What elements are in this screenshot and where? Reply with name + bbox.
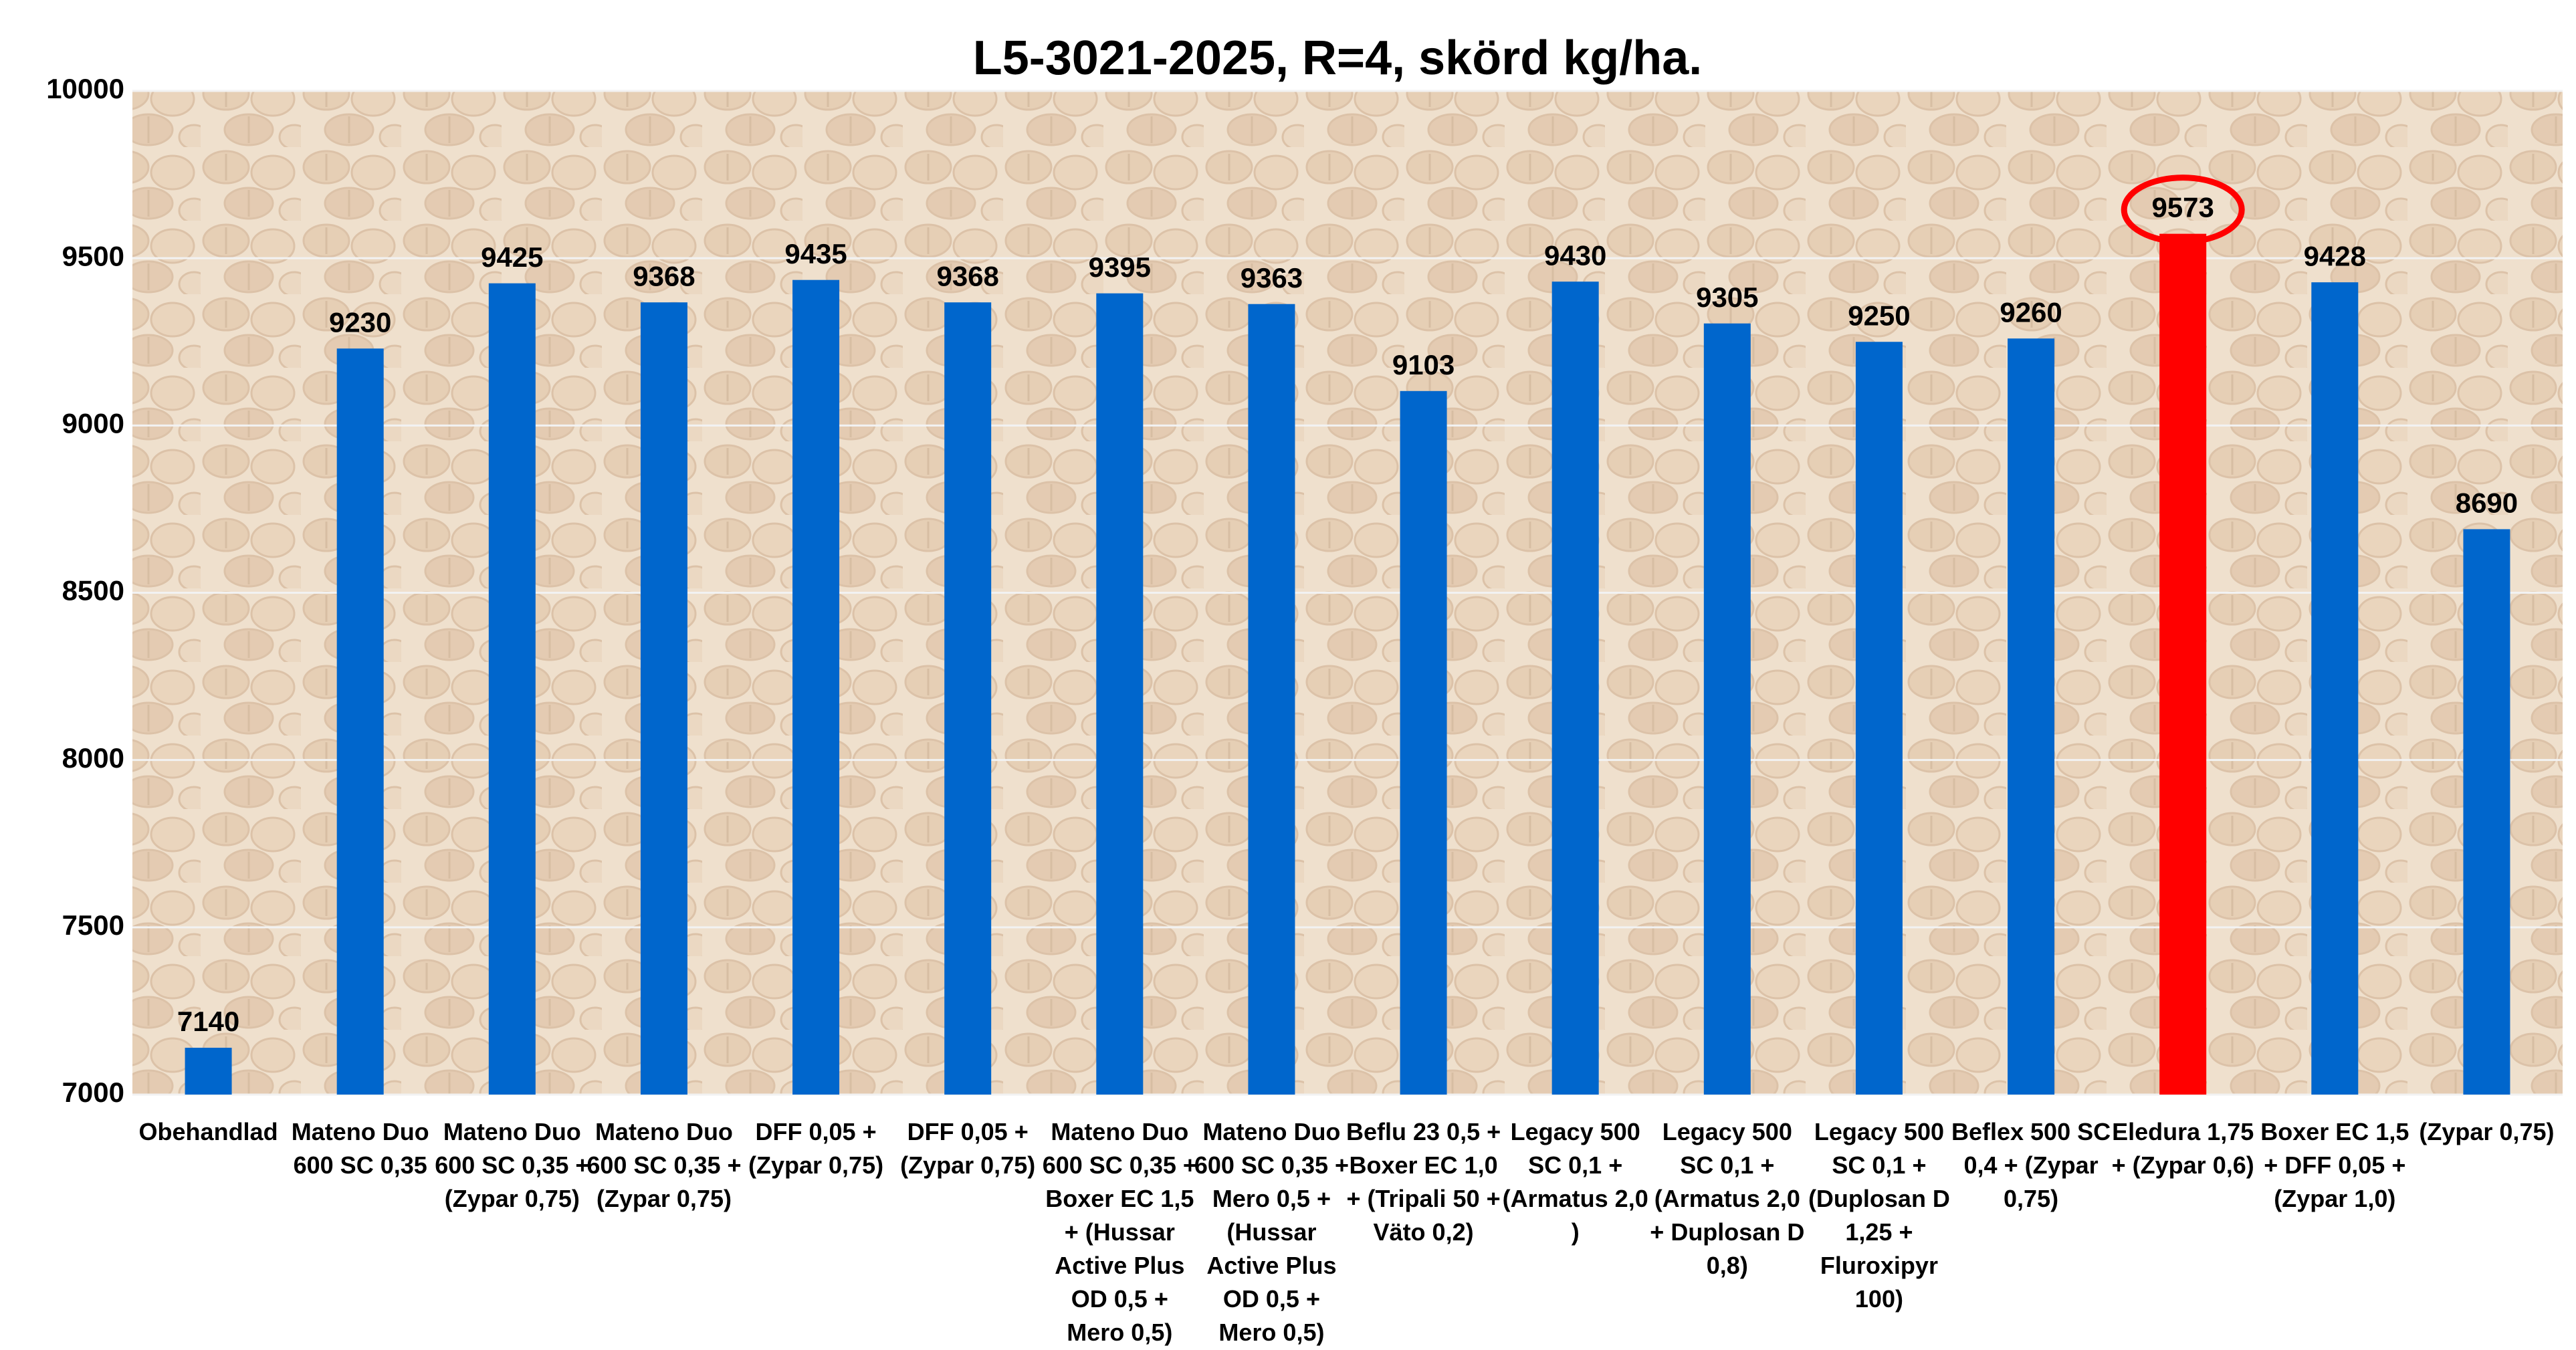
bar [792,279,840,1095]
highlight-circle [2121,175,2245,245]
x-tick-label: Beflu 23 0,5 + Boxer EC 1,0 + (Tripali 5… [1346,1118,1501,1246]
bar [1855,342,1903,1095]
x-tick-label: Obehandlad [138,1118,278,1145]
bar [2008,338,2055,1095]
value-label: 9395 [1089,251,1151,283]
chart-title: L5-3021-2025, R=4, skörd kg/ha. [973,31,1703,85]
value-label: 9430 [1544,239,1606,271]
y-tick-label: 9500 [62,240,124,271]
value-label: 9250 [1848,300,1910,331]
bar [1400,390,1447,1095]
value-label: 9428 [2304,240,2366,271]
value-label: 8690 [2456,487,2518,519]
bar [185,1047,232,1095]
bar [2311,282,2359,1095]
y-tick-label: 8500 [62,575,124,606]
bar [336,348,384,1095]
y-tick-label: 8000 [62,742,124,774]
value-label: 9260 [2000,296,2062,328]
value-label: 9368 [633,260,695,292]
y-tick-label: 7000 [62,1077,124,1108]
bar [640,302,687,1095]
value-label: 9368 [936,260,998,292]
value-label: 9230 [329,306,391,338]
value-label: 9435 [784,238,847,269]
x-tick-label: DFF 0,05 + (Zypar 0,75) [900,1118,1036,1179]
y-tick-label: 10000 [46,73,124,104]
value-label: 7140 [177,1006,239,1037]
x-tick-label: Legacy 500 SC 0,1 + (Armatus 2,0 + Duplo… [1650,1118,1805,1279]
bar [2159,233,2207,1095]
x-tick-label: Boxer EC 1,5 + DFF 0,05 + (Zypar 1,0) [2260,1118,2409,1212]
bar [944,302,992,1095]
bar [488,283,536,1095]
y-tick-label: 9000 [62,407,124,439]
x-tick-label: Beflex 500 SC 0,4 + (Zypar 0,75) [1951,1118,2111,1212]
x-tick-label: Legacy 500 SC 0,1 + (Armatus 2,0 ) [1502,1118,1648,1246]
x-tick-label: Legacy 500 SC 0,1 + (Duplosan D 1,25 + F… [1808,1118,1950,1313]
value-label: 9573 [2151,192,2214,223]
bar [1248,304,1295,1095]
x-tick-label: Mateno Duo 600 SC 0,35 [291,1118,429,1179]
x-tick-label: Eledura 1,75 + (Zypar 0,6) [2111,1118,2254,1179]
x-tick-label: (Zypar 0,75) [2419,1118,2555,1145]
value-label: 9305 [1696,282,1758,313]
x-tick-label: Mateno Duo 600 SC 0,35 + Boxer EC 1,5 + … [1042,1118,1197,1346]
x-tick-label: DFF 0,05 + (Zypar 0,75) [748,1118,884,1179]
y-tick-label: 7500 [62,909,124,941]
bar [1096,293,1144,1095]
x-tick-label: Mateno Duo 600 SC 0,35 + Mero 0,5 + (Hus… [1194,1118,1350,1346]
bar [2463,529,2510,1095]
value-label: 9103 [1392,349,1455,380]
x-tick-label: Mateno Duo 600 SC 0,35 + (Zypar 0,75) [435,1118,590,1212]
value-label: 9425 [481,241,543,273]
value-label: 9363 [1241,262,1303,294]
bar [1551,282,1599,1095]
x-tick-label: Mateno Duo 600 SC 0,35 + (Zypar 0,75) [586,1118,742,1212]
bar [1703,323,1751,1095]
